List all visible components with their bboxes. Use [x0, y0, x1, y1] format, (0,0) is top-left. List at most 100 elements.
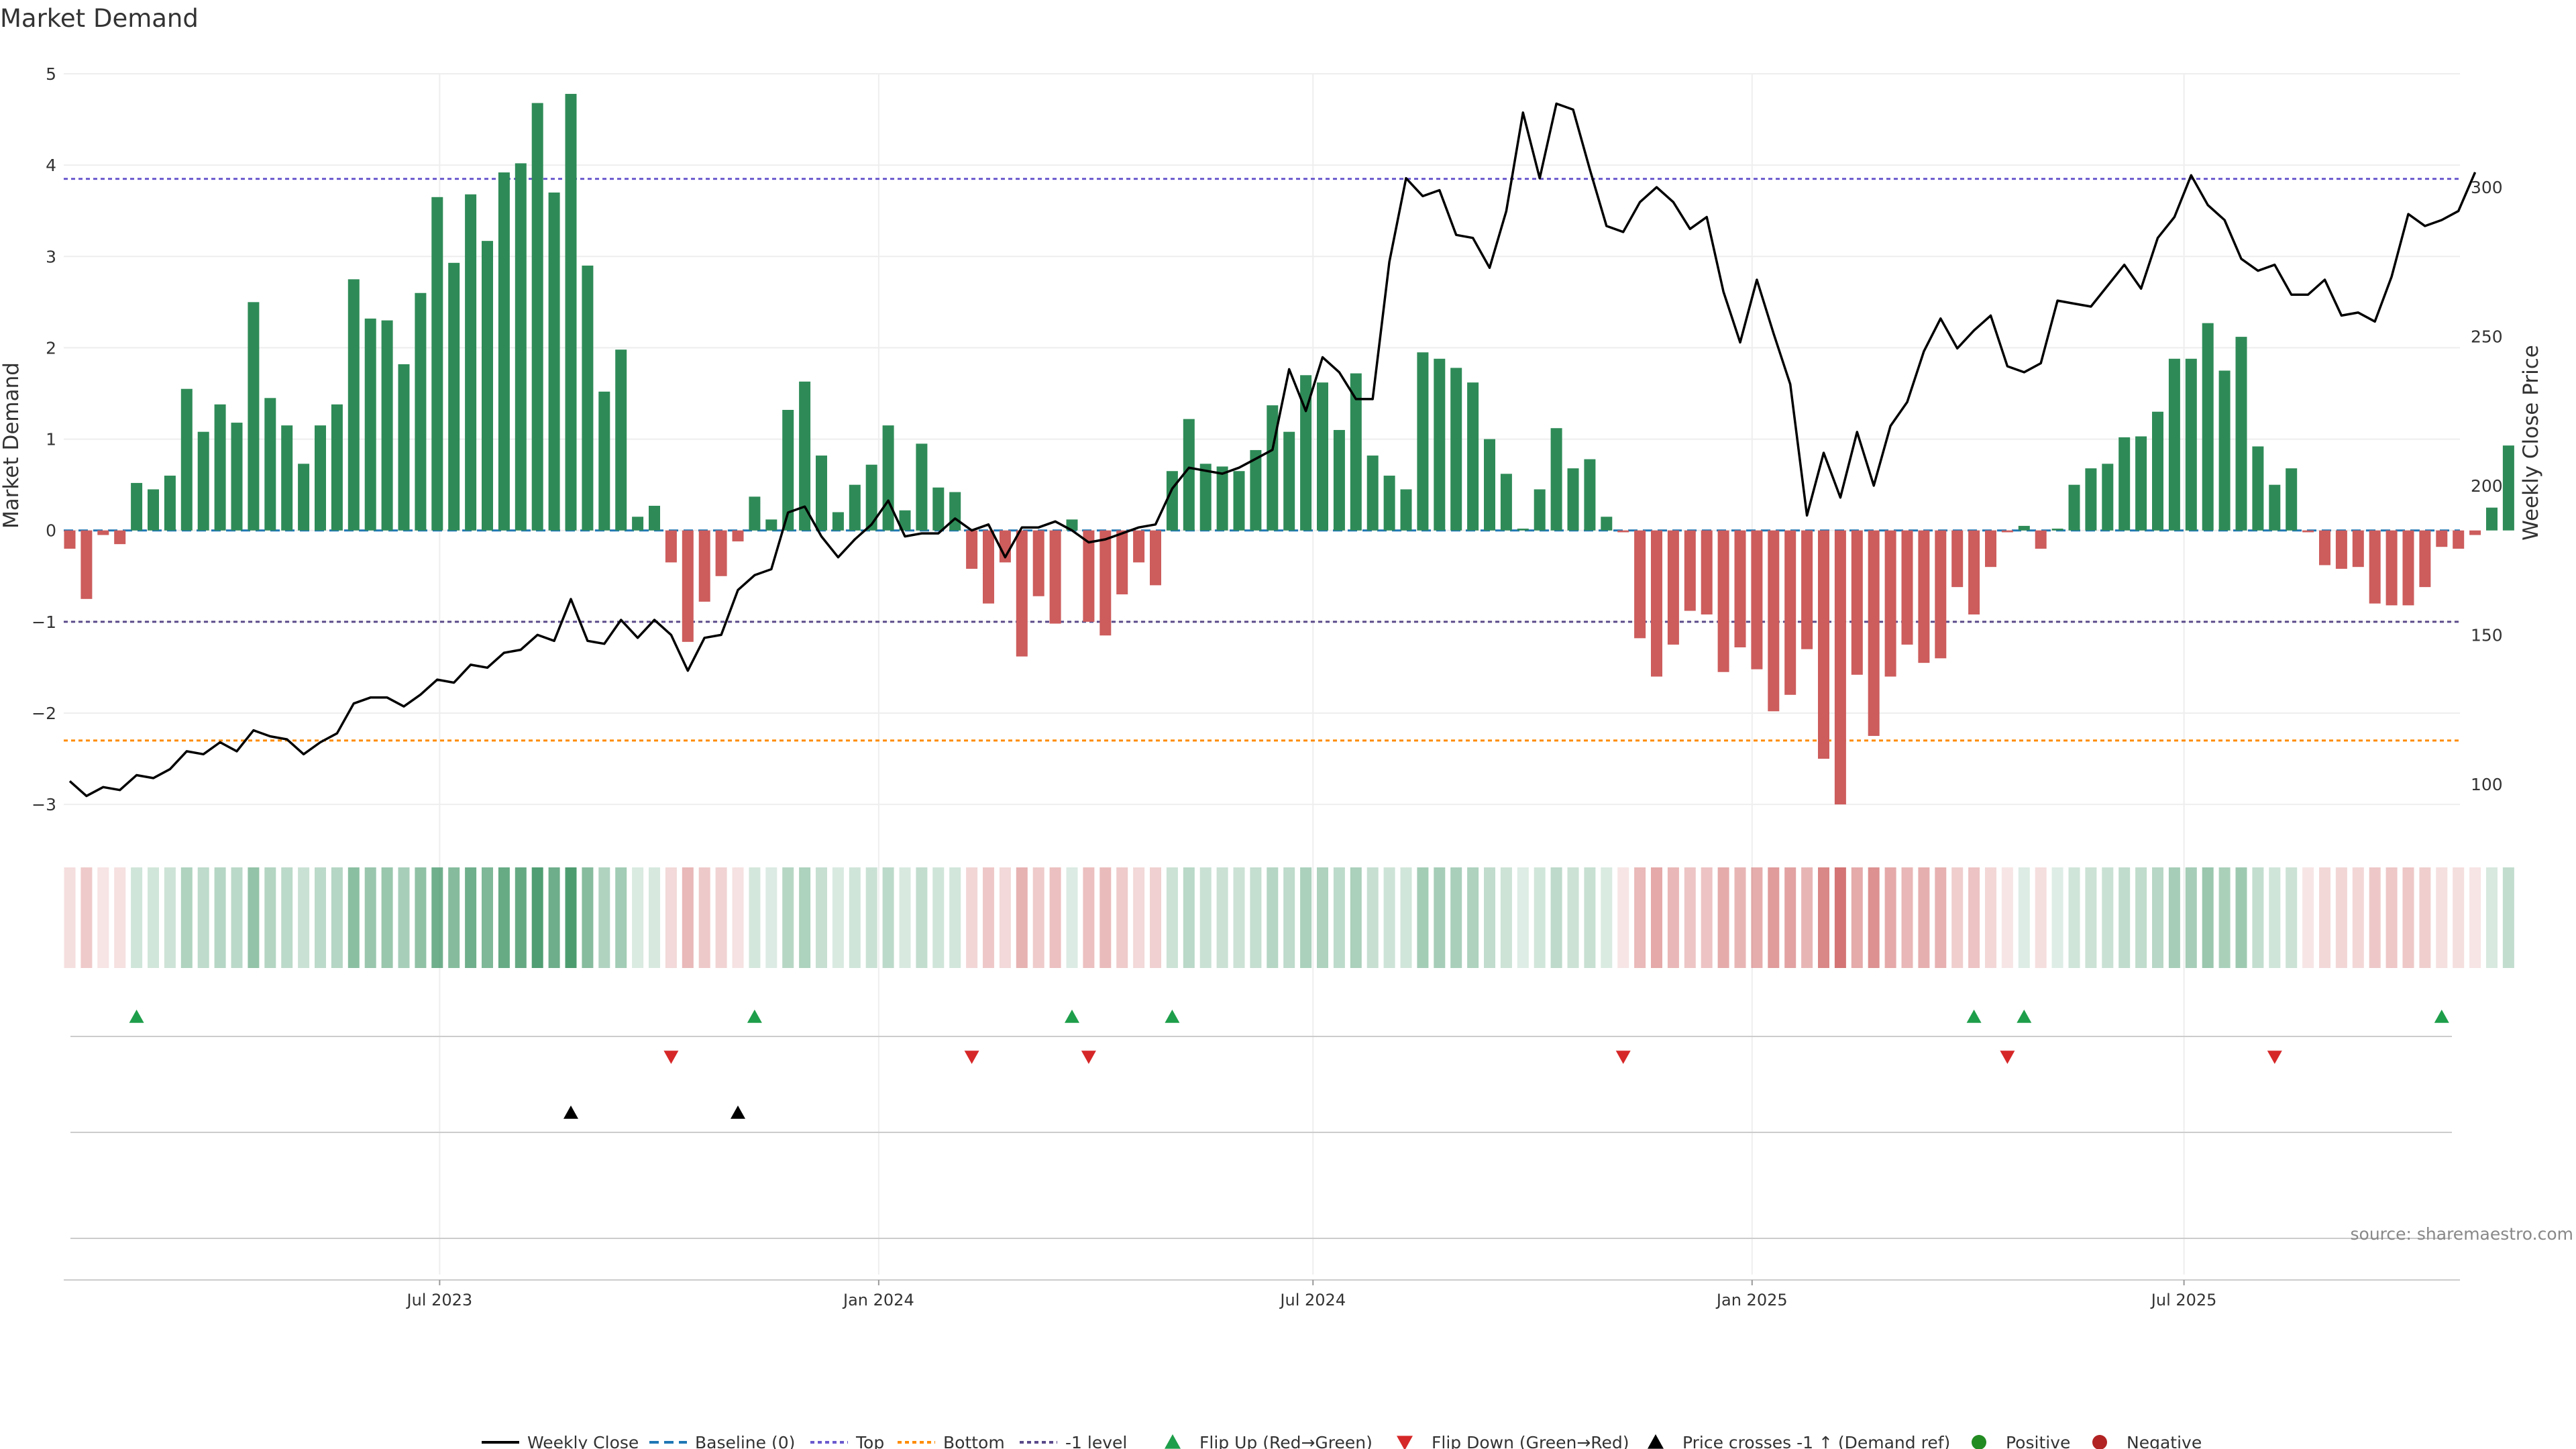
right-tick-label: 300 [2471, 178, 2503, 197]
demand-bar [2085, 468, 2097, 531]
heat-cell [331, 867, 343, 968]
demand-bar [1684, 530, 1696, 611]
heat-cell [1400, 867, 1412, 968]
heat-cell [197, 867, 209, 968]
demand-bar [1150, 530, 1161, 586]
source-note: source: sharemaestro.com [2351, 1224, 2574, 1244]
heat-cell [1500, 867, 1512, 968]
heat-cell [882, 867, 894, 968]
demand-bar [916, 443, 928, 531]
demand-bar [2352, 530, 2364, 568]
heat-cell [2469, 867, 2481, 968]
demand-bar [97, 530, 109, 535]
left-axis-label: Market Demand [0, 362, 23, 529]
demand-bar [1300, 375, 1312, 531]
heat-cell [2068, 867, 2080, 968]
grid [64, 73, 2460, 1275]
heat-cell [1083, 867, 1095, 968]
heat-cell [2001, 867, 2013, 968]
heat-cell [2102, 867, 2114, 968]
demand-bar [1183, 419, 1195, 531]
heat-cell [1049, 867, 1061, 968]
heat-cell [1601, 867, 1613, 968]
demand-bar [80, 530, 93, 599]
demand-bar [281, 425, 293, 531]
demand-bar [548, 192, 560, 531]
heat-cell [1350, 867, 1362, 968]
demand-bar [1884, 530, 1896, 677]
heat-cell [231, 867, 243, 968]
demand-bar [632, 517, 644, 531]
demand-bar [932, 487, 945, 531]
demand-bar [882, 425, 894, 531]
demand-bar [682, 530, 694, 642]
heat-cell [582, 867, 594, 968]
demand-bar [2068, 484, 2080, 531]
demand-bar [1133, 530, 1145, 563]
heat-cell [431, 867, 443, 968]
demand-bar [531, 103, 543, 531]
legend: Weekly Close Baseline (0) Top Bottom -1 leve… [482, 1433, 2202, 1449]
demand-bar [1601, 517, 1613, 531]
demand-bar [2185, 358, 2197, 531]
right-tick-label: 200 [2471, 476, 2503, 496]
right-tick-label: 100 [2471, 775, 2503, 794]
heat-cell [164, 867, 176, 968]
demand-bar [1199, 464, 1212, 531]
demand-bar [582, 265, 594, 531]
demand-bar [1099, 530, 1112, 636]
demand-bar [114, 530, 126, 545]
flip-up-marker [1165, 1010, 1180, 1023]
demand-bar [1550, 428, 1562, 531]
demand-bar [1400, 489, 1412, 531]
demand-bar [565, 93, 577, 531]
weekly-close-line [68, 102, 2477, 798]
demand-bar [865, 464, 877, 531]
demand-bar [1818, 530, 1829, 759]
heat-cell [1567, 867, 1579, 968]
heat-cell [732, 867, 744, 968]
demand-bar [2486, 507, 2498, 531]
heat-cell [264, 867, 276, 968]
demand-bar [347, 279, 360, 531]
heat-cell [2402, 867, 2414, 968]
demand-bar [1768, 530, 1780, 712]
flip-up-marker [129, 1010, 144, 1023]
demand-bar [1617, 530, 1629, 533]
heat-cell [2269, 867, 2281, 968]
heat-cell [97, 867, 109, 968]
x-tick-label: Jan 2025 [1715, 1291, 1788, 1309]
left-tick-label: 2 [46, 338, 56, 358]
demand-bar [2152, 411, 2163, 531]
left-tick-label: −3 [32, 795, 56, 814]
heat-cell [131, 867, 143, 968]
demand-bar [2001, 530, 2013, 533]
right-axis-label: Weekly Close Price [2519, 345, 2543, 541]
heat-cell [799, 867, 811, 968]
legend-label: Positive [2006, 1433, 2070, 1449]
heat-cell [482, 867, 493, 968]
heat-cell [1300, 867, 1312, 968]
flip-down-marker [663, 1051, 679, 1064]
heat-cell [1467, 867, 1479, 968]
heat-cell [2335, 867, 2347, 968]
heat-cell [1901, 867, 1913, 968]
heat-cell [1784, 867, 1796, 968]
legend-label: Flip Down (Green→Red) [1432, 1433, 1629, 1449]
demand-bar [1734, 530, 1746, 647]
demand-bar [1383, 476, 1395, 531]
heat-cell [381, 867, 393, 968]
flip-up-marker [747, 1010, 762, 1023]
legend-swatch-triangle-down [1397, 1436, 1413, 1449]
demand-bar [180, 388, 193, 531]
demand-bar [1701, 530, 1713, 614]
demand-bar [2168, 358, 2180, 531]
x-tick-label: Jul 2023 [406, 1291, 473, 1309]
heat-cell [148, 867, 159, 968]
demand-bar [1366, 455, 1379, 531]
flip-down-marker [1615, 1051, 1631, 1064]
heat-cell [1717, 867, 1729, 968]
heat-cell [1868, 867, 1880, 968]
demand-bar [1467, 382, 1479, 531]
heat-cell [2202, 867, 2214, 968]
